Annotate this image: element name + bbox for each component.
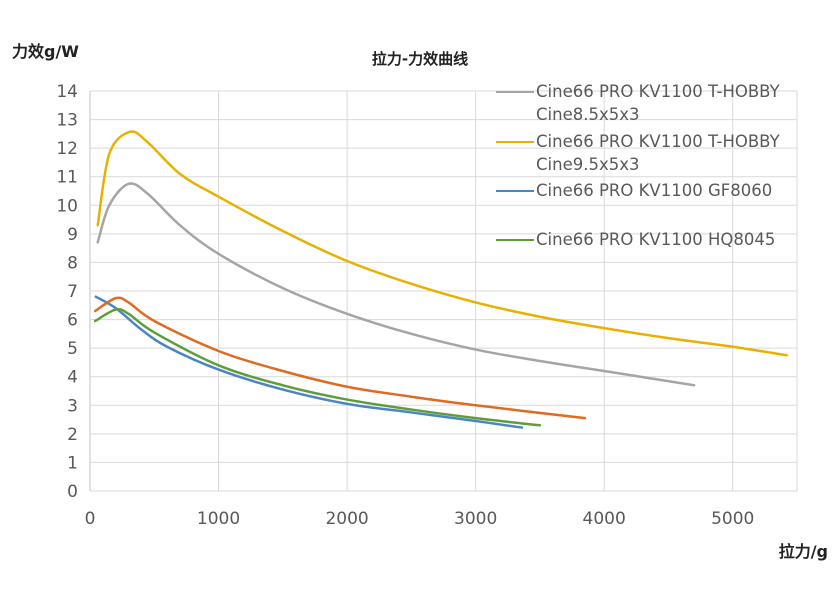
series-line-2	[94, 295, 524, 429]
series-line-1	[96, 130, 788, 357]
legend-item: Cine66 PRO KV1100 GF8060	[496, 179, 836, 202]
chart-title: 拉力-力效曲线	[371, 50, 469, 68]
x-tick-label: 0	[85, 509, 96, 529]
legend-swatch	[496, 91, 534, 93]
legend-item: Cine66 PRO KV1100 T-HOBBY Cine9.5x5x3	[496, 130, 836, 176]
y-tick-label: 2	[67, 425, 78, 445]
x-tick-label: 3000	[454, 509, 497, 529]
series-line-0	[96, 182, 696, 387]
y-tick-label: 6	[67, 311, 78, 331]
y-tick-label: 7	[67, 282, 78, 302]
y-tick-label: 10	[56, 196, 78, 216]
x-tick-label: 5000	[711, 509, 754, 529]
x-tick-label: 2000	[325, 509, 368, 529]
y-tick-label: 0	[67, 482, 78, 502]
x-tick-label: 4000	[583, 509, 626, 529]
y-tick-label: 12	[56, 139, 78, 159]
y-tick-label: 4	[67, 368, 78, 388]
x-axis-label: 拉力/g	[778, 542, 828, 561]
legend-swatch	[496, 141, 534, 143]
legend-swatch	[496, 239, 534, 241]
y-tick-label: 8	[67, 253, 78, 273]
y-tick-label: 13	[56, 111, 78, 131]
y-axis-label: 力效g/W	[12, 42, 79, 61]
legend-swatch	[496, 190, 534, 192]
x-tick-label: 1000	[197, 509, 240, 529]
y-tick-label: 14	[56, 82, 78, 102]
y-tick-label: 9	[67, 225, 78, 245]
legend-item: Cine66 PRO KV1100 T-HOBBY Cine8.5x5x3	[496, 80, 836, 126]
series-line-4	[93, 296, 587, 420]
y-tick-label: 5	[67, 339, 78, 359]
y-tick-label: 3	[67, 396, 78, 416]
y-tick-label: 11	[56, 168, 78, 188]
legend-item: Cine66 PRO KV1100 HQ8045	[496, 228, 836, 251]
series-line-3	[93, 307, 542, 427]
y-tick-label: 1	[67, 453, 78, 473]
